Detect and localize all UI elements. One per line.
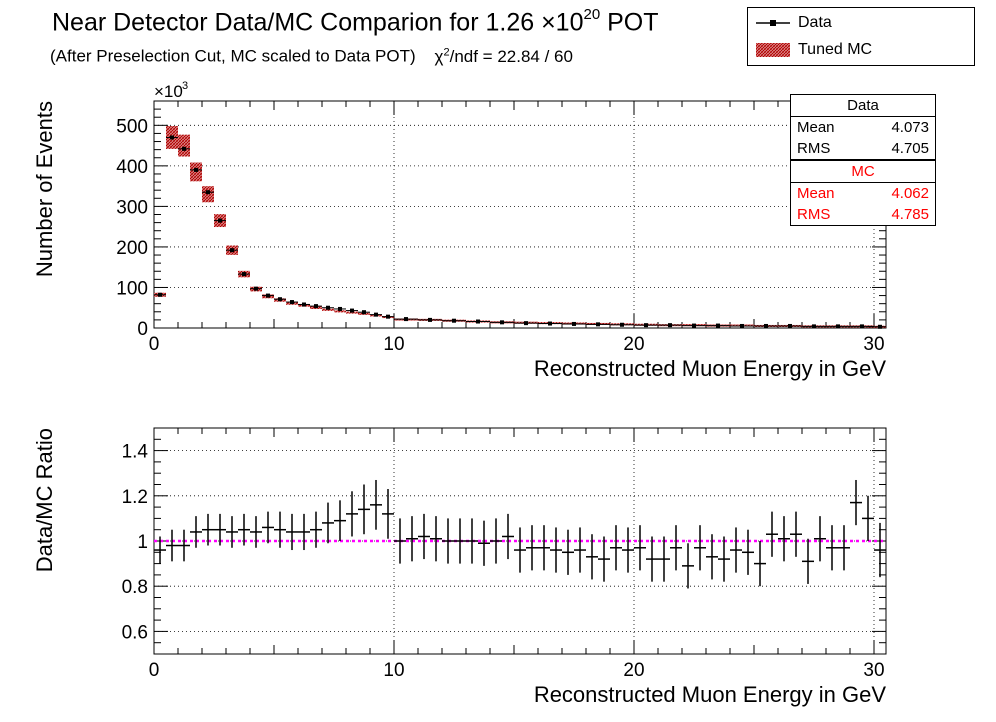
stats-rms-row: RMS 4.785	[797, 206, 929, 223]
data-point	[572, 321, 576, 326]
data-point	[194, 167, 198, 172]
x-tick-label: 20	[623, 660, 644, 681]
data-point	[740, 323, 744, 328]
data-point	[500, 320, 504, 325]
data-point	[302, 302, 306, 307]
data-point	[476, 319, 480, 324]
data-point	[404, 317, 408, 322]
data-point	[812, 324, 816, 329]
data-point	[452, 318, 456, 323]
data-point	[860, 324, 864, 329]
y-tick-label: 500	[116, 116, 148, 137]
legend-label: Data	[798, 14, 832, 31]
x-tick-label: 20	[623, 334, 644, 355]
data-point	[668, 323, 672, 328]
legend-entry-mc: Tuned MC	[748, 37, 974, 63]
data-point	[278, 297, 282, 302]
stats-box-mc: MC Mean 4.062 RMS 4.785	[790, 160, 936, 226]
data-point	[878, 324, 882, 329]
data-point	[206, 190, 210, 195]
data-point	[326, 305, 330, 310]
y-multiplier-label: ×10	[154, 82, 183, 101]
stats-rms-row: RMS 4.705	[797, 140, 929, 157]
data-point	[254, 286, 258, 291]
x-tick-label: 30	[863, 660, 884, 681]
chi2-label: χ2/ndf = 22.84 / 60	[434, 46, 573, 66]
stats-mean-row: Mean 4.073	[797, 119, 929, 136]
data-marker-icon	[756, 20, 790, 26]
data-point	[620, 322, 624, 327]
legend: Data Tuned MC	[747, 7, 975, 66]
data-point	[428, 317, 432, 322]
y-tick-label: 200	[116, 238, 148, 259]
data-point	[524, 321, 528, 326]
data-point	[218, 218, 222, 223]
data-point	[338, 306, 342, 311]
stats-mean-row: Mean 4.062	[797, 185, 929, 202]
data-point	[266, 293, 270, 298]
data-point	[374, 312, 378, 317]
y-axis-title: Data/MC Ratio	[32, 428, 57, 572]
x-tick-label: 0	[149, 334, 160, 355]
data-point	[692, 323, 696, 328]
stats-title: Data	[791, 95, 935, 117]
legend-label: Tuned MC	[798, 41, 873, 58]
x-tick-label: 0	[149, 660, 160, 681]
y-tick-label: 1.2	[122, 487, 148, 508]
x-tick-label: 10	[383, 334, 404, 355]
data-point	[788, 323, 792, 328]
y-tick-label: 0.8	[122, 577, 148, 598]
data-point	[644, 323, 648, 328]
mc-band	[334, 310, 346, 313]
x-tick-label: 10	[383, 660, 404, 681]
data-point	[716, 323, 720, 328]
y-tick-label: 1.4	[122, 442, 149, 463]
data-point	[386, 314, 390, 319]
legend-entry-data: Data	[748, 10, 974, 36]
stats-title: MC	[791, 161, 935, 183]
x-axis-title: Reconstructed Muon Energy in GeV	[534, 682, 887, 707]
data-point	[548, 321, 552, 326]
data-point	[170, 135, 174, 140]
ratio-plot: 0 10 20 30 0.6 0.8 1 1.2 1.4 Reconstructed Muon E…	[32, 427, 887, 707]
y-axis-title: Number of Events	[32, 101, 57, 277]
y-multiplier-exponent: 3	[182, 80, 188, 92]
data-point	[242, 272, 246, 277]
y-tick-label: 400	[116, 157, 148, 178]
mc-band	[322, 308, 334, 311]
x-axis-title: Reconstructed Muon Energy in GeV	[534, 356, 887, 381]
y-tick-label: 0.6	[122, 622, 148, 643]
y-tick-label: 100	[116, 278, 148, 299]
data-point	[182, 146, 186, 151]
y-tick-label: 0	[137, 319, 148, 340]
data-point	[230, 248, 234, 253]
data-point	[290, 300, 294, 305]
mc-band	[190, 162, 202, 182]
data-point	[314, 304, 318, 309]
mc-band	[346, 311, 358, 314]
y-tick-label: 1	[137, 532, 148, 553]
stats-box-data: Data Mean 4.073 RMS 4.705	[790, 94, 936, 160]
mc-hatch-icon	[756, 43, 790, 57]
mc-band	[178, 134, 190, 157]
y-tick-label: 300	[116, 197, 148, 218]
mc-band	[202, 186, 214, 203]
page-subtitle: (After Preselection Cut, MC scaled to Da…	[50, 46, 573, 66]
data-point	[596, 322, 600, 327]
data-point	[158, 292, 162, 297]
data-point	[350, 308, 354, 313]
data-point	[362, 310, 366, 315]
plot-frame	[153, 100, 887, 329]
data-point	[764, 323, 768, 328]
data-point	[836, 324, 840, 329]
page-title: Near Detector Data/MC Comparion for 1.26…	[52, 6, 659, 37]
x-tick-label: 30	[863, 334, 884, 355]
